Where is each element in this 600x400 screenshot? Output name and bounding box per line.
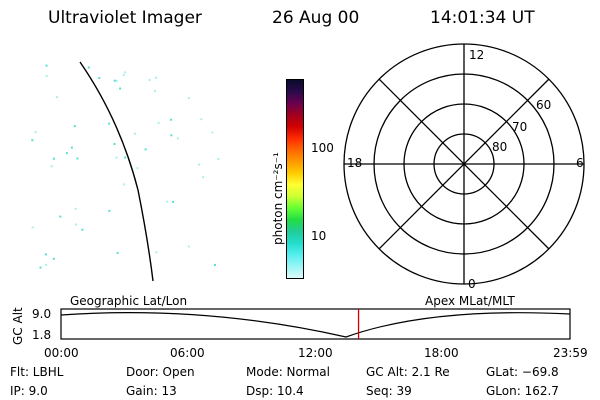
apex-label: Apex MLat/MLT — [425, 294, 515, 308]
x-tick-0000: 00:00 — [44, 346, 79, 360]
lat-label-60: 60 — [536, 98, 552, 112]
speckle — [119, 87, 122, 90]
speckle — [87, 66, 90, 69]
colorbar-tick-100: 100 — [311, 141, 334, 155]
speckle — [76, 157, 79, 160]
speckle — [50, 165, 53, 168]
speckle — [52, 257, 55, 260]
speckle — [133, 132, 136, 135]
speckle — [124, 156, 127, 159]
y-tick-9: 9.0 — [32, 307, 52, 321]
polar-diagonal-2 — [378, 78, 550, 250]
speckle — [154, 76, 157, 79]
speckle — [52, 157, 55, 160]
info-ip: IP: 9.0 — [10, 384, 48, 398]
speckle — [74, 207, 77, 210]
instrument-title: Ultraviolet Imager — [48, 8, 202, 28]
timeline-frame — [60, 308, 571, 340]
info-door: Door: Open — [126, 365, 195, 379]
speckle — [39, 266, 42, 269]
speckle — [56, 96, 58, 99]
speckle — [155, 251, 158, 254]
speckle — [115, 79, 118, 82]
speckle — [116, 251, 119, 254]
y-tick-1-8: 1.8 — [32, 328, 52, 342]
info-mode: Mode: Normal — [246, 365, 330, 379]
speckle — [75, 223, 77, 226]
speckle — [136, 167, 139, 170]
speckle — [217, 158, 220, 160]
speckle — [172, 200, 174, 203]
x-tick-1200: 12:00 — [298, 346, 333, 360]
speckle — [187, 245, 190, 248]
speckle — [202, 176, 205, 179]
mlt-label-0: 0 — [468, 277, 476, 291]
speckle — [31, 226, 34, 229]
speckle-noise — [31, 64, 220, 269]
lat-label-70: 70 — [512, 120, 528, 134]
speckle — [113, 143, 116, 145]
info-glat: GLat: −69.8 — [486, 365, 559, 379]
speckle — [170, 134, 173, 137]
speckle — [211, 131, 214, 134]
terminator-curve — [79, 61, 154, 282]
speckle — [65, 152, 68, 155]
info-dsp: Dsp: 10.4 — [246, 384, 304, 398]
speckle — [34, 131, 37, 134]
date-label: 26 Aug 00 — [272, 8, 360, 28]
speckle — [144, 148, 147, 151]
lat-label-80: 80 — [492, 140, 508, 154]
speckle — [113, 79, 116, 82]
info-flt: Flt: LBHL — [10, 365, 64, 379]
speckle — [31, 139, 34, 142]
speckle — [45, 263, 48, 266]
x-tick-0600: 06:00 — [170, 346, 205, 360]
speckle — [123, 71, 126, 74]
speckle — [44, 253, 47, 256]
speckle — [45, 75, 48, 77]
speckle — [166, 200, 169, 203]
colorbar — [286, 79, 304, 279]
speckle — [81, 228, 84, 231]
time-label: 14:01:34 UT — [430, 8, 535, 28]
speckle — [214, 263, 216, 266]
speckle — [115, 156, 118, 159]
mlt-label-6: 6 — [576, 156, 584, 170]
speckle — [154, 89, 156, 92]
speckle — [70, 146, 73, 149]
info-glon: GLon: 162.7 — [486, 384, 559, 398]
speckle — [148, 79, 151, 81]
info-seq: Seq: 39 — [366, 384, 412, 398]
speckle — [122, 74, 125, 77]
speckle — [200, 118, 203, 121]
altitude-curve — [60, 312, 571, 338]
speckle — [176, 137, 179, 140]
speckle — [108, 209, 111, 212]
speckle — [73, 125, 76, 128]
speckle — [59, 215, 62, 218]
x-tick-2359: 23:59 — [553, 346, 588, 360]
speckle — [198, 163, 200, 166]
geographic-label: Geographic Lat/Lon — [70, 294, 188, 308]
mlt-label-18: 18 — [347, 156, 363, 170]
speckle — [108, 122, 111, 125]
info-gc-alt: GC Alt: 2.1 Re — [366, 365, 450, 379]
colorbar-tick-10: 10 — [311, 229, 327, 243]
speckle — [157, 121, 160, 124]
speckle — [45, 64, 48, 67]
speckle — [123, 183, 126, 186]
info-gain: Gain: 13 — [126, 384, 177, 398]
speckle — [187, 97, 190, 100]
speckle — [98, 77, 101, 79]
speckle — [170, 118, 173, 121]
mlt-label-12: 12 — [469, 48, 485, 62]
x-tick-1800: 18:00 — [424, 346, 459, 360]
